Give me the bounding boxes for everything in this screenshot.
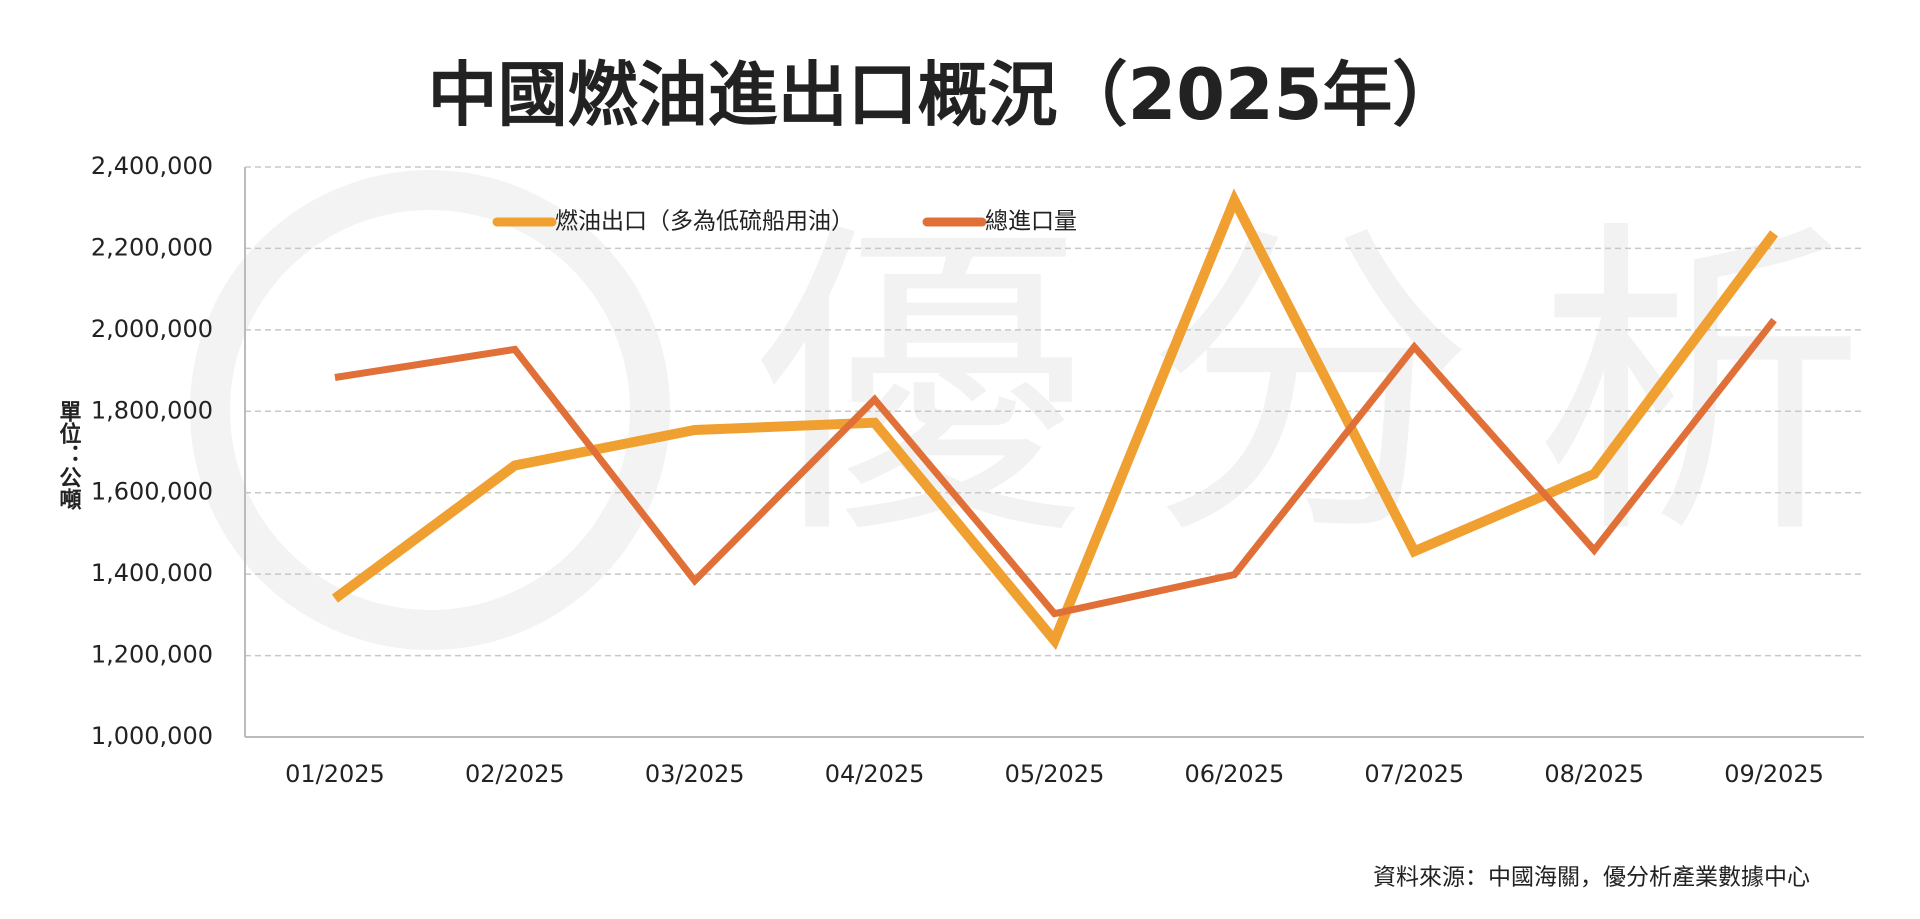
series-line	[334, 317, 1777, 618]
y-tick-label: 2,200,000	[91, 233, 213, 261]
legend-label: 總進口量	[985, 209, 1077, 235]
chart-title: 中國燃油進出口概況（2025年）	[428, 54, 1463, 136]
y-tick-label: 1,200,000	[91, 641, 213, 669]
y-tick-label: 1,000,000	[91, 722, 213, 750]
y-tick-label: 1,400,000	[91, 559, 213, 587]
x-tick-label: 02/2025	[465, 760, 565, 788]
watermark: 優分析	[755, 194, 1920, 578]
x-tick-label: 01/2025	[285, 760, 385, 788]
y-tick-label: 2,400,000	[91, 152, 213, 180]
x-tick-label: 03/2025	[645, 760, 745, 788]
x-tick-label: 06/2025	[1185, 760, 1285, 788]
y-tick-label: 1,800,000	[91, 396, 213, 424]
x-tick-label: 04/2025	[825, 760, 925, 788]
y-axis-label: 單位：公噸	[56, 400, 82, 511]
x-tick-label: 05/2025	[1005, 760, 1105, 788]
watermark-logo	[190, 170, 670, 650]
y-tick-label: 1,600,000	[91, 478, 213, 506]
x-tick-label: 08/2025	[1544, 760, 1644, 788]
y-tick-label: 2,000,000	[91, 315, 213, 343]
series-line	[331, 188, 1779, 651]
legend-label: 燃油出口（多為低硫船用油）	[555, 209, 854, 235]
x-tick-label: 09/2025	[1724, 760, 1824, 788]
source-note: 資料來源：中國海關，優分析產業數據中心	[1373, 865, 1810, 891]
x-tick-label: 07/2025	[1364, 760, 1464, 788]
